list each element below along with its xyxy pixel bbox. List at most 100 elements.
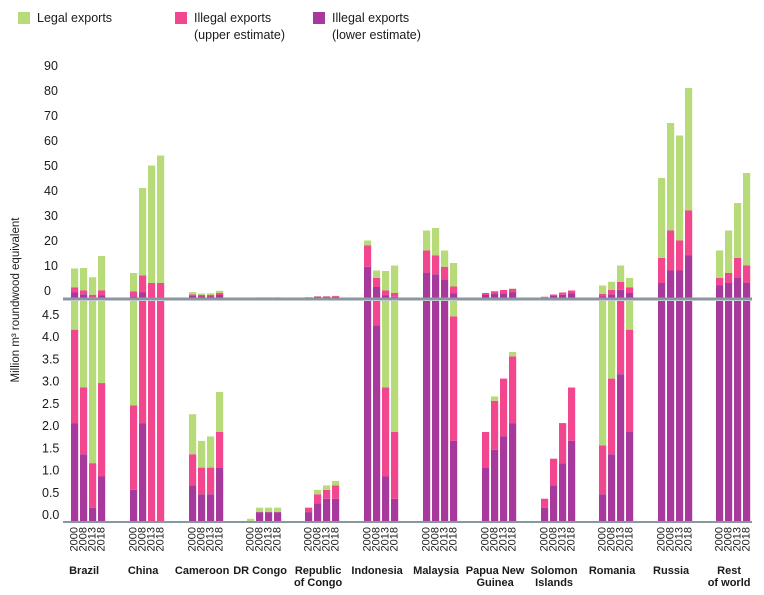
bar-illegal-upper-upper-panel [198,295,206,297]
bar-illegal-upper-upper-panel [441,266,449,280]
bar-legal-lower-panel [391,301,399,432]
bar-illegal-upper-upper-panel [323,296,331,297]
bar-illegal-lower-upper-panel [207,296,215,298]
bar-illegal-upper-lower-panel [482,432,490,468]
x-tick-year: 2008 [723,527,735,551]
y-tick-upper: 10 [44,259,58,273]
legend-label-illegal-upper-line1: Illegal exports [194,11,272,25]
bar-illegal-lower-lower-panel [432,301,440,521]
bar-illegal-upper-upper-panel [725,273,733,283]
bar-illegal-lower-upper-panel [216,295,224,298]
x-tick-year: 2000 [656,527,668,551]
bar-legal-upper-panel [80,268,88,291]
x-tick-year: 2018 [566,527,578,551]
bar-illegal-upper-lower-panel [373,301,381,326]
x-tick-year: 2013 [321,527,333,551]
bar-illegal-lower-lower-panel [80,454,88,521]
x-tick-year: 2013 [557,527,569,551]
bar-legal-lower-panel [509,351,517,357]
bar-illegal-upper-upper-panel [314,296,322,297]
legend-swatch-illegal-upper [175,12,187,24]
bar-illegal-upper-upper-panel [743,265,751,283]
bar-illegal-lower-lower-panel [332,498,340,521]
bar-legal-upper-panel [676,135,684,241]
bar-legal-upper-panel [373,270,381,278]
bar-illegal-lower-upper-panel [658,283,666,298]
x-tick-year: 2000 [539,527,551,551]
bar-illegal-lower-lower-panel [626,432,634,521]
group-label: Cameroon [175,565,230,577]
bar-illegal-upper-lower-panel [207,467,215,495]
bar-illegal-lower-upper-panel [198,296,206,298]
bar-illegal-lower-lower-panel [130,489,138,521]
bar-illegal-upper-upper-panel [373,278,381,287]
x-tick-year: 2018 [507,527,519,551]
bar-illegal-upper-upper-panel [491,291,499,294]
y-tick-lower: 4.0 [42,330,59,344]
bar-legal-upper-panel [130,273,138,292]
bar-illegal-upper-lower-panel [71,329,79,424]
bar-legal-lower-panel [323,485,331,490]
bar-illegal-upper-upper-panel [423,250,431,273]
y-tick-upper: 70 [44,109,58,123]
bar-illegal-lower-lower-panel [89,507,97,521]
bar-illegal-lower-lower-panel [676,301,684,521]
bar-illegal-upper-lower-panel [491,400,499,450]
bar-illegal-lower-lower-panel [685,301,693,521]
bar-legal-lower-panel [198,440,206,468]
bar-illegal-upper-lower-panel [305,507,313,513]
bar-illegal-upper-upper-panel [432,255,440,275]
bar-illegal-lower-upper-panel [626,293,634,298]
bar-illegal-lower-lower-panel [382,476,390,521]
group-label: Islands [535,577,573,589]
bar-illegal-upper-lower-panel [130,405,138,490]
bar-legal-upper-panel [148,165,156,283]
bar-legal-lower-panel [130,301,138,406]
x-tick-year: 2018 [214,527,226,551]
bar-illegal-upper-lower-panel [216,432,224,468]
x-tick-year: 2000 [597,527,609,551]
bar-illegal-lower-upper-panel [98,295,106,298]
x-tick-year: 2013 [146,527,158,551]
bar-legal-lower-panel [80,301,88,388]
x-tick-year: 2013 [732,527,744,551]
x-tick-year: 2000 [714,527,726,551]
bar-illegal-lower-lower-panel [599,494,607,521]
x-tick-year: 2018 [741,527,753,551]
bar-legal-upper-panel [157,155,165,283]
x-tick-year: 2013 [674,527,686,551]
bar-legal-upper-panel [734,203,742,258]
bar-illegal-lower-lower-panel [207,494,215,521]
bar-illegal-upper-upper-panel [482,293,490,295]
bar-illegal-upper-lower-panel [323,489,331,499]
y-tick-upper: 60 [44,134,58,148]
bar-illegal-lower-lower-panel [658,301,666,521]
bar-illegal-upper-upper-panel [716,278,724,286]
y-tick-upper: 50 [44,159,58,173]
x-tick-year: 2013 [439,527,451,551]
bar-illegal-upper-upper-panel [617,281,625,290]
bar-illegal-lower-upper-panel [423,273,431,298]
x-tick-year: 2013 [263,527,275,551]
bar-legal-upper-panel [626,278,634,288]
bar-illegal-upper-lower-panel [626,329,634,432]
bar-legal-upper-panel [667,123,675,231]
bar-legal-lower-panel [98,301,106,384]
bar-illegal-lower-lower-panel [314,503,322,521]
bar-illegal-lower-upper-panel [608,294,616,298]
x-tick-year: 2018 [624,527,636,551]
bar-legal-lower-panel [314,489,322,495]
bar-illegal-lower-upper-panel [139,292,147,298]
bar-illegal-upper-upper-panel [626,287,634,293]
bar-legal-upper-panel [450,263,458,287]
bar-illegal-upper-lower-panel [139,301,147,424]
bar-legal-upper-panel [608,281,616,290]
bar-illegal-lower-lower-panel [734,301,742,521]
bar-illegal-lower-upper-panel [382,295,390,298]
legend-label-legal-exports-line1: Legal exports [37,11,113,25]
legend-item-legal-exports: Legal exports [18,10,112,27]
x-tick-year: 2008 [606,527,618,551]
x-tick-year: 2000 [128,527,140,551]
bar-illegal-lower-lower-panel [364,301,372,521]
bar-illegal-upper-upper-panel [658,258,666,283]
